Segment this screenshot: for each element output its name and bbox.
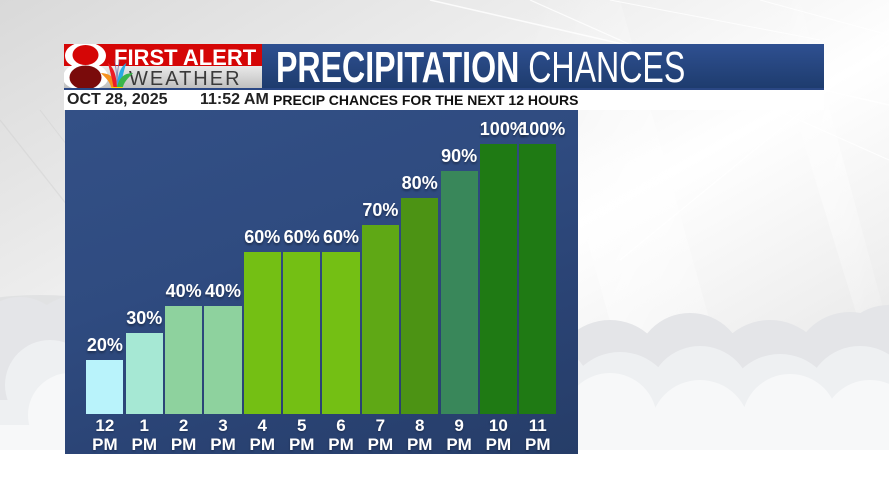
svg-text:FIRST ALERT: FIRST ALERT — [114, 45, 257, 70]
svg-text:WEATHER: WEATHER — [129, 68, 242, 88]
